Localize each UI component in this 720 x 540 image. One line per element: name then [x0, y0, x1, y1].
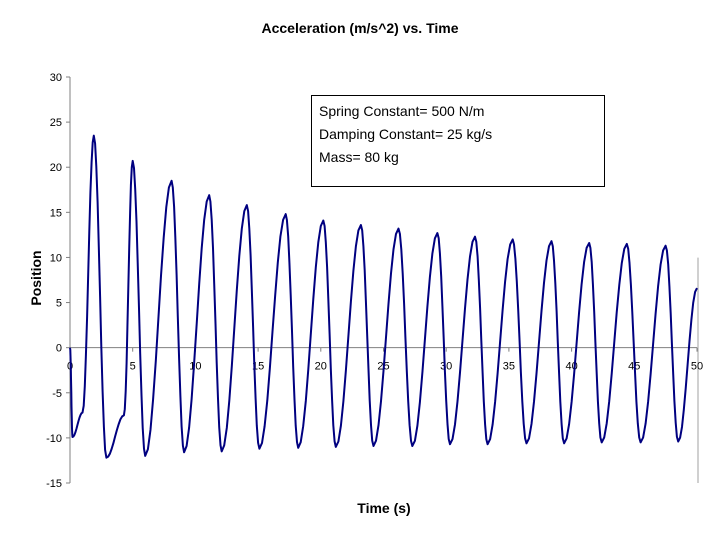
spring-constant-label: Spring Constant= 500 N/m: [319, 103, 485, 119]
damping-constant-label: Damping Constant= 25 kg/s: [319, 126, 493, 142]
x-tick-label: 50: [691, 361, 703, 373]
x-tick-label: 35: [503, 361, 515, 373]
y-tick-label: -10: [46, 433, 62, 445]
y-tick-label: -5: [52, 388, 62, 400]
y-tick-label: 25: [50, 117, 62, 129]
y-tick-label: 15: [50, 207, 62, 219]
y-tick-label: 30: [50, 72, 62, 84]
x-axis-label: Time (s): [357, 500, 411, 516]
y-tick-label: 10: [50, 252, 62, 264]
data-line: [69, 134, 698, 459]
chart-title: Acceleration (m/s^2) vs. Time: [261, 20, 459, 36]
y-tick-label: 5: [56, 298, 62, 310]
parameters-box: Spring Constant= 500 N/m Damping Constan…: [311, 95, 605, 187]
x-tick-label: 30: [440, 361, 452, 373]
y-tick-label: -15: [46, 478, 62, 490]
x-tick-label: 20: [315, 361, 327, 373]
mass-label: Mass= 80 kg: [319, 149, 399, 165]
y-tick-label: 0: [56, 343, 62, 355]
x-tick-label: 10: [189, 361, 201, 373]
x-tick-label: 5: [130, 361, 136, 373]
y-tick-label: 20: [50, 162, 62, 174]
